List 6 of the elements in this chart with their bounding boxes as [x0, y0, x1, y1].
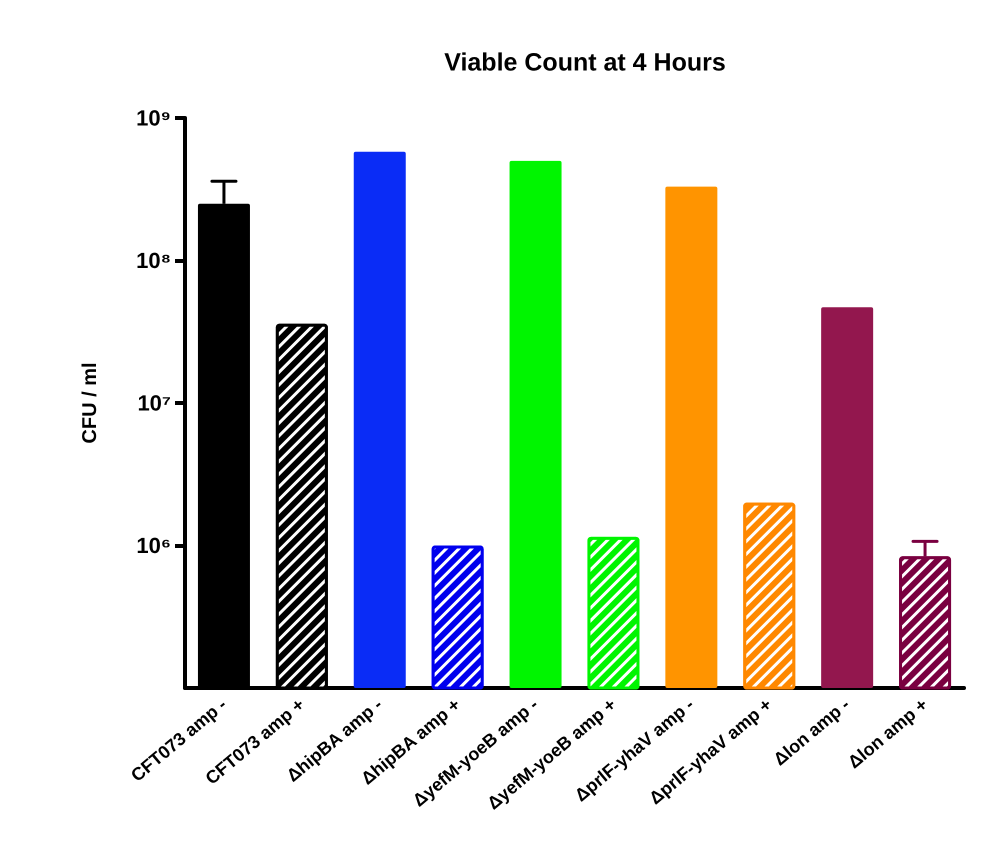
y-tick-label: 10⁷ [137, 390, 171, 416]
y-tick-label: 10⁶ [136, 533, 171, 558]
y-tick-label: 10⁹ [136, 106, 171, 130]
chart-title: Viable Count at 4 Hours [444, 48, 726, 76]
y-tick-label: 10⁸ [136, 248, 171, 273]
y-axis-title: CFU / ml [79, 362, 101, 444]
